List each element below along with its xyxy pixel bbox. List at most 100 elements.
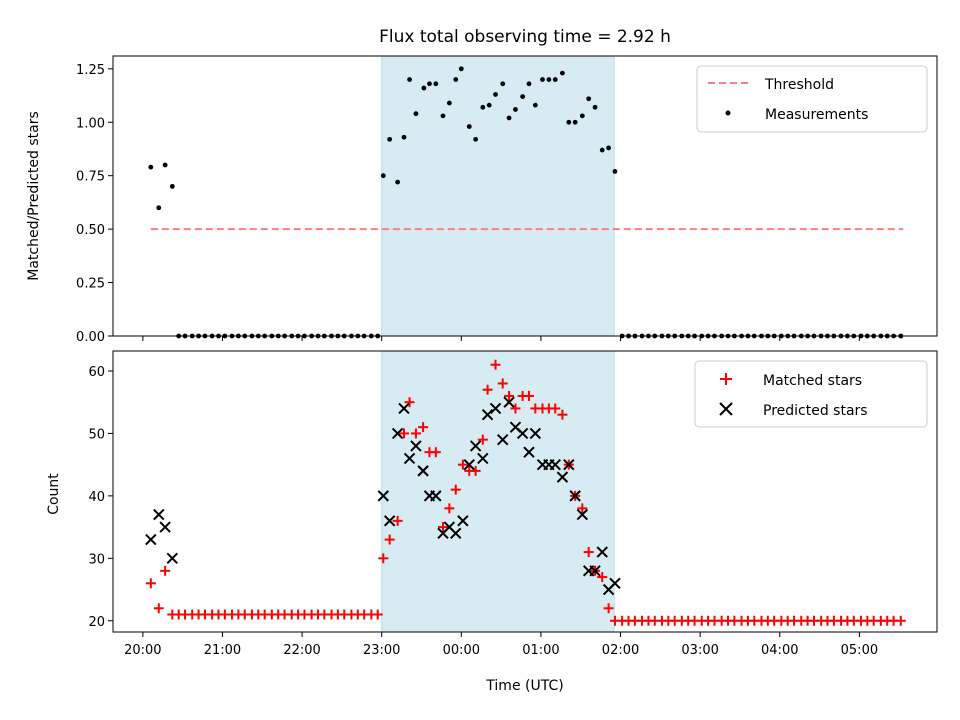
data-point (407, 77, 412, 82)
data-point (477, 434, 488, 445)
data-point (450, 484, 461, 495)
data-point (398, 428, 409, 439)
data-point (516, 427, 529, 440)
axes-frame (112, 55, 938, 337)
data-point (612, 169, 618, 174)
data-point (162, 162, 168, 168)
data-point (560, 70, 565, 76)
data-point (589, 565, 601, 577)
data-point (572, 119, 578, 125)
y-tick-label: 60 (88, 365, 105, 380)
data-point (552, 77, 558, 82)
data-point-b (166, 552, 179, 565)
chart-title: Flux total observing time = 2.92 h (379, 27, 671, 47)
data-point-b (529, 427, 542, 440)
top-legend: Threshold Measurements (696, 65, 928, 133)
data-point (450, 527, 462, 540)
y-tick-label: 0.50 (76, 223, 105, 238)
x-tick-label: 01:00 (522, 643, 559, 658)
data-point-b (153, 508, 165, 521)
data-point (404, 397, 415, 408)
data-point (510, 403, 521, 414)
y-tick-label: 50 (88, 427, 105, 442)
bottom-legend-box (694, 360, 928, 428)
data-point (895, 615, 906, 626)
data-point (403, 452, 416, 465)
data-point (410, 428, 421, 439)
data-point (497, 378, 508, 389)
data-point-b (398, 402, 410, 415)
data-point (430, 447, 441, 458)
data-point (458, 66, 464, 72)
data-point-b (589, 565, 601, 577)
data-point (383, 515, 396, 527)
data-point (387, 136, 393, 142)
data-point (444, 503, 455, 514)
data-point (557, 409, 568, 420)
bottom-legend: Matched stars Predicted stars (694, 360, 928, 428)
data-point (596, 546, 608, 558)
data-point (457, 515, 469, 527)
data-point (377, 490, 389, 502)
x-tick-label: 03:00 (681, 643, 718, 658)
data-point (597, 572, 608, 583)
data-point-b (569, 490, 581, 502)
data-point (520, 94, 526, 100)
data-point (556, 471, 569, 483)
data-point (586, 96, 592, 102)
data-point-b (377, 490, 389, 502)
data-point (563, 458, 575, 471)
data-point-b (489, 402, 502, 415)
data-point (477, 452, 489, 465)
data-point (392, 515, 403, 526)
data-point (481, 408, 494, 421)
data-point (463, 458, 475, 471)
bottom-y-axis-label: Count (46, 473, 62, 515)
series-matched-stars (145, 359, 906, 626)
data-point-b (391, 427, 404, 440)
data-point (480, 104, 486, 110)
top-y-axis-label: Matched/Predicted stars (26, 111, 42, 281)
data-point (546, 77, 552, 82)
data-point (166, 552, 179, 565)
data-point-b (497, 433, 509, 446)
legend-threshold-label: Threshold (764, 77, 834, 93)
data-point (380, 173, 386, 179)
data-point-b (430, 490, 442, 502)
data-point (418, 422, 429, 433)
x-tick-label: 02:00 (602, 643, 639, 658)
data-point (470, 465, 481, 476)
data-point (486, 102, 492, 108)
data-point (532, 102, 538, 108)
data-point (153, 603, 164, 614)
x-axis-label: Time (UTC) (485, 678, 563, 694)
data-point (440, 113, 446, 119)
data-point (384, 534, 395, 545)
data-point-b (481, 408, 494, 421)
data-point (576, 508, 589, 521)
data-point (549, 458, 561, 471)
y-tick-label: 0.00 (76, 330, 105, 345)
top-panel: Flux total observing time = 2.92 h 0.00 0… (26, 27, 938, 345)
data-point-b (516, 427, 529, 440)
x-tick-label: 23:00 (363, 643, 400, 658)
data-point-b (576, 508, 589, 521)
data-point (579, 113, 585, 119)
data-point (433, 81, 439, 87)
top-plot-area: 0.00 0.25 0.50 0.75 1.00 1.25 (76, 55, 938, 345)
x-tick-label: 04:00 (761, 643, 798, 658)
data-point (513, 107, 518, 112)
data-point (592, 104, 598, 110)
data-point (482, 384, 493, 395)
data-point (493, 92, 498, 97)
data-point (473, 136, 479, 142)
data-point (503, 396, 515, 408)
data-point (526, 81, 532, 87)
data-point (413, 111, 419, 117)
data-point (437, 522, 448, 533)
data-point (427, 81, 432, 87)
data-point (540, 77, 545, 82)
data-point (469, 440, 482, 452)
data-point (372, 609, 383, 620)
y-tick-label: 0.25 (76, 277, 105, 292)
